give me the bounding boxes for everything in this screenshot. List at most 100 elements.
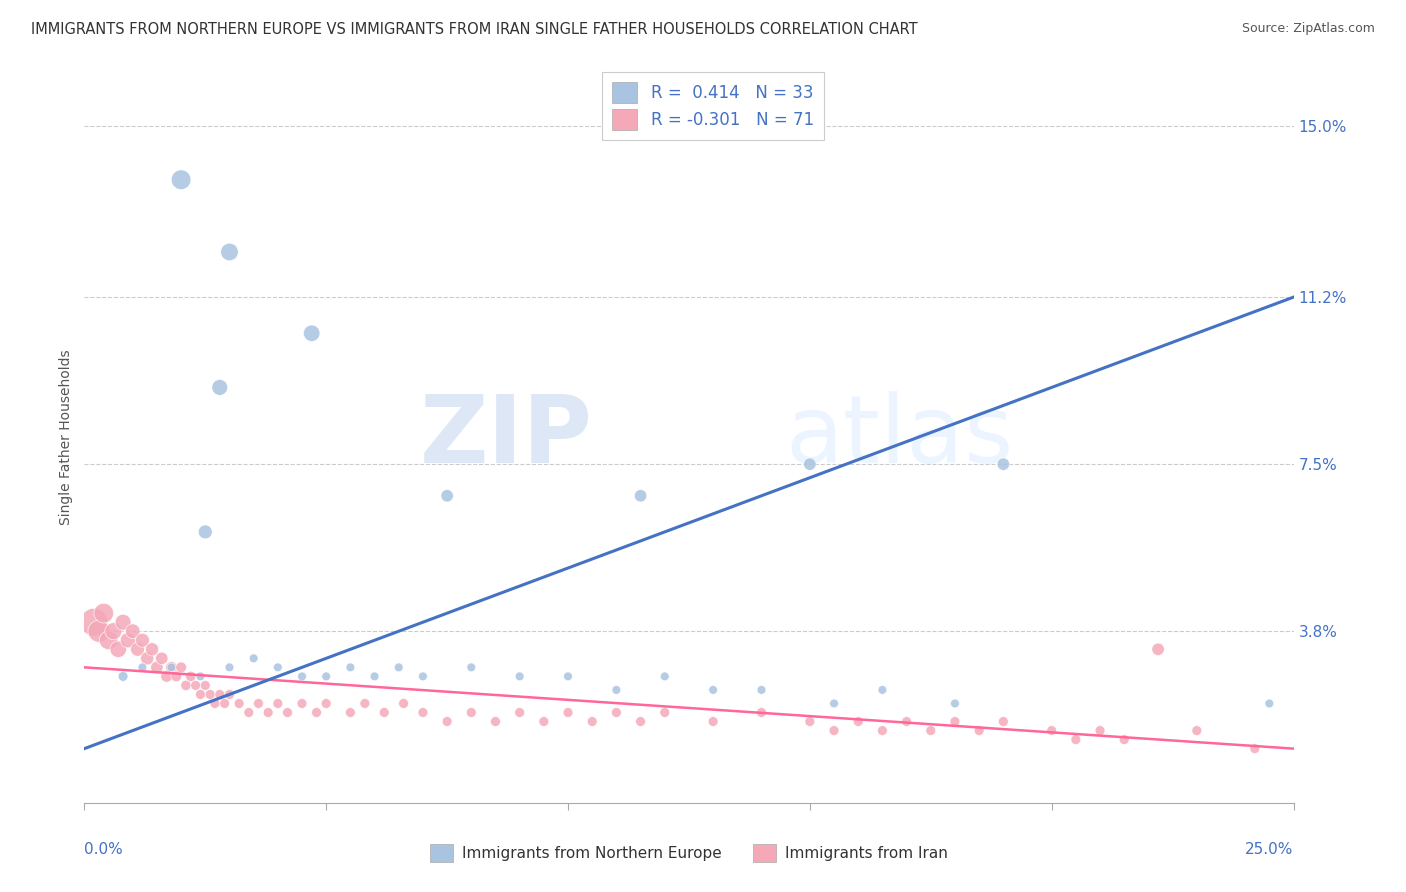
Point <box>412 706 434 720</box>
Point <box>315 697 337 711</box>
Point <box>412 669 434 683</box>
Point <box>228 697 250 711</box>
Point <box>392 697 415 711</box>
Point <box>799 457 821 471</box>
Point <box>184 678 207 692</box>
Point <box>93 606 115 620</box>
Point <box>799 714 821 729</box>
Point <box>509 669 531 683</box>
Point <box>107 642 129 657</box>
Point <box>190 688 212 702</box>
Point <box>238 706 260 720</box>
Point <box>218 660 240 674</box>
Point <box>121 624 143 639</box>
Point <box>630 714 652 729</box>
Point <box>160 660 183 674</box>
Point <box>291 669 314 683</box>
Point <box>146 660 169 674</box>
Point <box>339 660 361 674</box>
Text: Source: ZipAtlas.com: Source: ZipAtlas.com <box>1241 22 1375 36</box>
Point <box>943 714 966 729</box>
Point <box>267 697 290 711</box>
Point <box>198 688 221 702</box>
Point <box>127 642 149 657</box>
Point <box>131 660 153 674</box>
Point <box>967 723 990 738</box>
Point <box>436 714 458 729</box>
Point <box>702 682 724 697</box>
Point <box>87 624 110 639</box>
Point <box>460 660 482 674</box>
Point <box>160 660 183 674</box>
Point <box>630 489 652 503</box>
Point <box>208 688 231 702</box>
Point <box>823 697 845 711</box>
Point <box>751 682 773 697</box>
Point <box>533 714 555 729</box>
Point <box>291 697 314 711</box>
Point <box>136 651 159 665</box>
Point <box>363 669 385 683</box>
Point <box>993 714 1015 729</box>
Point <box>823 723 845 738</box>
Point <box>190 669 212 683</box>
Point <box>83 615 105 630</box>
Point <box>654 669 676 683</box>
Point <box>155 669 177 683</box>
Point <box>1064 732 1087 747</box>
Point <box>339 706 361 720</box>
Point <box>920 723 942 738</box>
Point <box>1147 642 1170 657</box>
Point <box>141 642 163 657</box>
Point <box>194 524 217 539</box>
Text: atlas: atlas <box>786 391 1014 483</box>
Point <box>1114 732 1136 747</box>
Text: 25.0%: 25.0% <box>1246 842 1294 856</box>
Point <box>605 706 627 720</box>
Point <box>305 706 328 720</box>
Point <box>557 669 579 683</box>
Point <box>208 380 231 394</box>
Legend: Immigrants from Northern Europe, Immigrants from Iran: Immigrants from Northern Europe, Immigra… <box>425 838 953 868</box>
Point <box>170 660 193 674</box>
Point <box>247 697 270 711</box>
Point <box>301 326 323 341</box>
Point <box>388 660 411 674</box>
Point <box>242 651 264 665</box>
Point <box>131 633 153 648</box>
Point <box>1040 723 1063 738</box>
Point <box>315 669 337 683</box>
Point <box>846 714 869 729</box>
Point <box>581 714 603 729</box>
Point <box>103 624 125 639</box>
Point <box>150 651 173 665</box>
Point <box>373 706 395 720</box>
Y-axis label: Single Father Households: Single Father Households <box>59 350 73 524</box>
Point <box>751 706 773 720</box>
Point <box>436 489 458 503</box>
Point <box>1088 723 1111 738</box>
Point <box>896 714 918 729</box>
Point <box>97 633 120 648</box>
Point <box>174 678 197 692</box>
Point <box>267 660 290 674</box>
Point <box>460 706 482 720</box>
Point <box>204 697 226 711</box>
Point <box>1258 697 1281 711</box>
Point <box>654 706 676 720</box>
Point <box>1243 741 1265 756</box>
Point <box>257 706 280 720</box>
Point <box>117 633 139 648</box>
Text: ZIP: ZIP <box>419 391 592 483</box>
Point <box>993 457 1015 471</box>
Point <box>218 688 240 702</box>
Point <box>943 697 966 711</box>
Point <box>276 706 298 720</box>
Point <box>557 706 579 720</box>
Point <box>194 678 217 692</box>
Point <box>872 723 894 738</box>
Point <box>180 669 202 683</box>
Point <box>214 697 236 711</box>
Text: 0.0%: 0.0% <box>84 842 124 856</box>
Point <box>112 615 135 630</box>
